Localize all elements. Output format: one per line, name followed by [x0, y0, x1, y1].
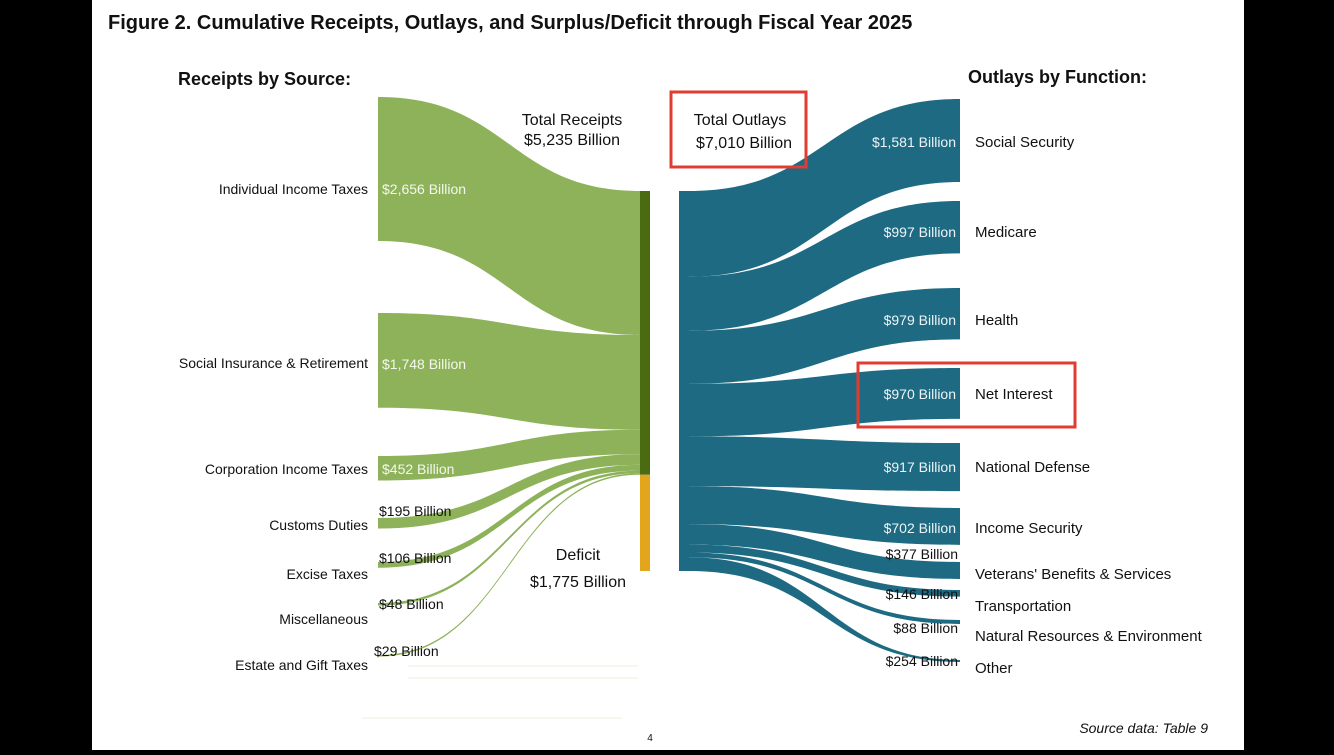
sankey-chart: Figure 2. Cumulative Receipts, Outlays, …	[108, 12, 1208, 744]
outlay-flow-net-interest	[689, 368, 960, 437]
outlay-label-income-security: Income Security	[975, 520, 1083, 537]
outlay-label-social-security: Social Security	[975, 134, 1075, 151]
outlay-label-medicare: Medicare	[975, 224, 1037, 241]
total-receipts-label: Total Receipts	[522, 112, 623, 129]
receipt-value-corporation-income-taxes: $452 Billion	[382, 461, 454, 477]
outlay-label-national-defense: National Defense	[975, 459, 1090, 476]
receipt-label-estate-and-gift-taxes: Estate and Gift Taxes	[235, 657, 368, 673]
outlay-value-national-defense: $917 Billion	[884, 459, 956, 475]
text-layer: Figure 2. Cumulative Receipts, Outlays, …	[108, 12, 1208, 744]
outlay-flow-medicare	[689, 201, 960, 331]
receipt-label-social-insurance-retirement: Social Insurance & Retirement	[179, 355, 368, 371]
figure-title: Figure 2. Cumulative Receipts, Outlays, …	[108, 12, 912, 34]
outlay-value-net-interest: $970 Billion	[884, 386, 956, 402]
receipt-flow-individual-income-taxes	[378, 97, 640, 335]
outlay-value-medicare: $997 Billion	[884, 224, 956, 240]
outlay-flow-income-security	[689, 486, 960, 545]
receipt-flow-estate-and-gift-taxes	[378, 473, 640, 657]
receipt-flow-customs-duties	[378, 454, 640, 529]
outlay-label-net-interest: Net Interest	[975, 386, 1053, 403]
receipt-value-estate-and-gift-taxes: $29 Billion	[374, 643, 439, 659]
total-outlays-label: Total Outlays	[694, 112, 786, 129]
receipt-value-individual-income-taxes: $2,656 Billion	[382, 181, 466, 197]
total-receipts-value: $5,235 Billion	[524, 132, 620, 149]
receipt-label-corporation-income-taxes: Corporation Income Taxes	[205, 461, 368, 477]
outlay-label-health: Health	[975, 312, 1018, 329]
receipt-value-excise-taxes: $106 Billion	[379, 550, 451, 566]
receipt-label-individual-income-taxes: Individual Income Taxes	[219, 181, 368, 197]
outlay-flow-health	[689, 288, 960, 384]
outlay-value-social-security: $1,581 Billion	[872, 134, 956, 150]
slide: Figure 2. Cumulative Receipts, Outlays, …	[92, 0, 1244, 750]
receipts-header: Receipts by Source:	[178, 69, 351, 89]
receipt-flow-miscellaneous	[378, 470, 640, 606]
outlay-label-natural-resources-environment: Natural Resources & Environment	[975, 628, 1203, 645]
receipt-label-excise-taxes: Excise Taxes	[287, 566, 368, 582]
outlay-flow-transportation	[689, 544, 960, 597]
outlay-flow-national-defense	[689, 436, 960, 492]
outlay-label-veterans-benefits-services: Veterans' Benefits & Services	[975, 566, 1171, 583]
bars-layer	[640, 191, 689, 571]
source-note: Source data: Table 9	[1079, 720, 1208, 736]
outlay-flow-veterans-benefits-services	[689, 524, 960, 579]
receipt-flow-social-insurance-retirement	[378, 313, 640, 430]
outlay-value-veterans-benefits-services: $377 Billion	[886, 546, 958, 562]
outlay-value-income-security: $702 Billion	[884, 520, 956, 536]
receipt-flow-excise-taxes	[378, 464, 640, 568]
outlay-label-other: Other	[975, 660, 1013, 677]
outlays-header: Outlays by Function:	[968, 67, 1147, 87]
outlay-flow-natural-resources-environment	[689, 552, 960, 624]
total-outlays-value: $7,010 Billion	[696, 135, 792, 152]
faint-rules	[362, 665, 638, 719]
receipt-flow-corporation-income-taxes	[378, 429, 640, 481]
receipt-value-customs-duties: $195 Billion	[379, 503, 451, 519]
deficit-label: Deficit	[556, 547, 601, 564]
outlay-flow-social-security	[689, 99, 960, 277]
receipt-value-miscellaneous: $48 Billion	[379, 596, 444, 612]
total-receipts-bar	[640, 191, 650, 475]
total-outlays-highlight-box	[669, 90, 808, 169]
outlay-value-health: $979 Billion	[884, 312, 956, 328]
receipt-label-miscellaneous: Miscellaneous	[279, 611, 368, 627]
deficit-bar	[640, 474, 650, 571]
outlay-flow-other	[689, 557, 960, 662]
page-number: 4	[647, 733, 653, 744]
highlight-boxes	[669, 90, 1077, 429]
net-interest-highlight-box	[856, 361, 1077, 429]
outlay-label-transportation: Transportation	[975, 598, 1071, 615]
outlay-value-other: $254 Billion	[886, 653, 958, 669]
total-outlays-bar	[679, 191, 689, 571]
receipt-label-customs-duties: Customs Duties	[269, 517, 368, 533]
deficit-value: $1,775 Billion	[530, 574, 626, 591]
outlay-value-transportation: $146 Billion	[886, 586, 958, 602]
outlay-value-natural-resources-environment: $88 Billion	[893, 620, 958, 636]
receipt-value-social-insurance-retirement: $1,748 Billion	[382, 356, 466, 372]
flows-layer	[378, 97, 960, 662]
